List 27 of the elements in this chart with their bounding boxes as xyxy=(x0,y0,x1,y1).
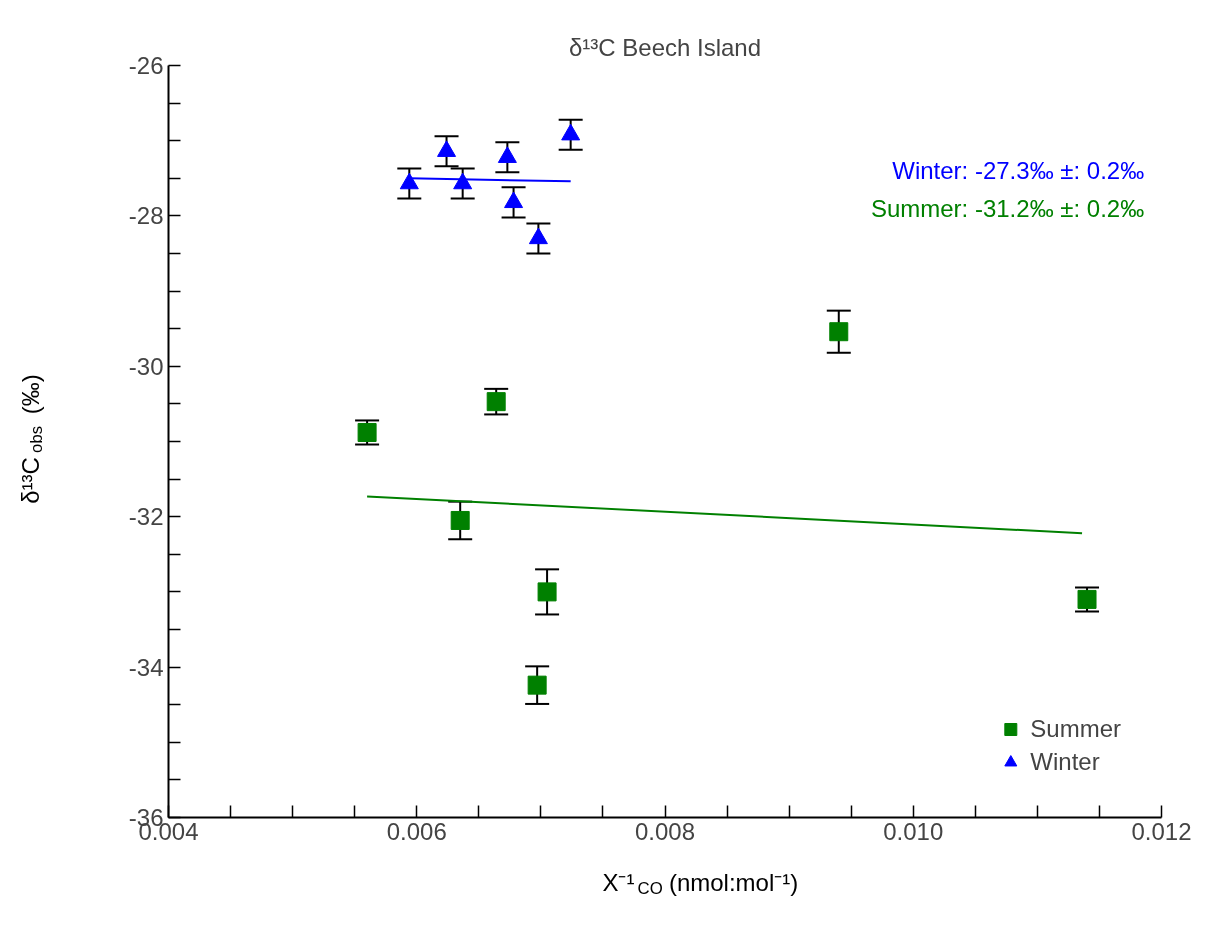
legend-label: Summer xyxy=(1030,715,1121,743)
point xyxy=(453,172,473,190)
point xyxy=(829,322,849,342)
y-tick-label: -34 xyxy=(128,653,164,681)
annotation: Winter: -27.3‰ ±: 0.2‰ xyxy=(892,157,1145,184)
point xyxy=(399,172,419,190)
point xyxy=(528,227,548,245)
point xyxy=(450,510,470,530)
annotation: Summer: -31.2‰ ±: 0.2‰ xyxy=(870,195,1145,222)
y-tick-label: -28 xyxy=(128,202,164,230)
x-tick-label: 0.008 xyxy=(634,817,696,845)
x-tick-label: 0.006 xyxy=(386,817,447,845)
x-tick-label: 0.010 xyxy=(883,817,944,845)
y-tick-label: -30 xyxy=(128,352,164,380)
point xyxy=(486,392,506,412)
legend-label: Winter xyxy=(1030,748,1100,776)
point xyxy=(504,191,524,209)
chart-title: δ¹³C Beech Island xyxy=(568,33,762,61)
point xyxy=(561,123,581,141)
y-axis-title: δ¹³Cobs (‰) xyxy=(17,374,46,504)
point xyxy=(537,582,557,602)
y-tick-label: -26 xyxy=(128,52,164,79)
point xyxy=(437,140,457,157)
y-tick-label: -32 xyxy=(128,503,164,531)
point xyxy=(497,146,517,163)
x-tick-label: 0.012 xyxy=(1131,817,1192,845)
point xyxy=(527,675,547,695)
